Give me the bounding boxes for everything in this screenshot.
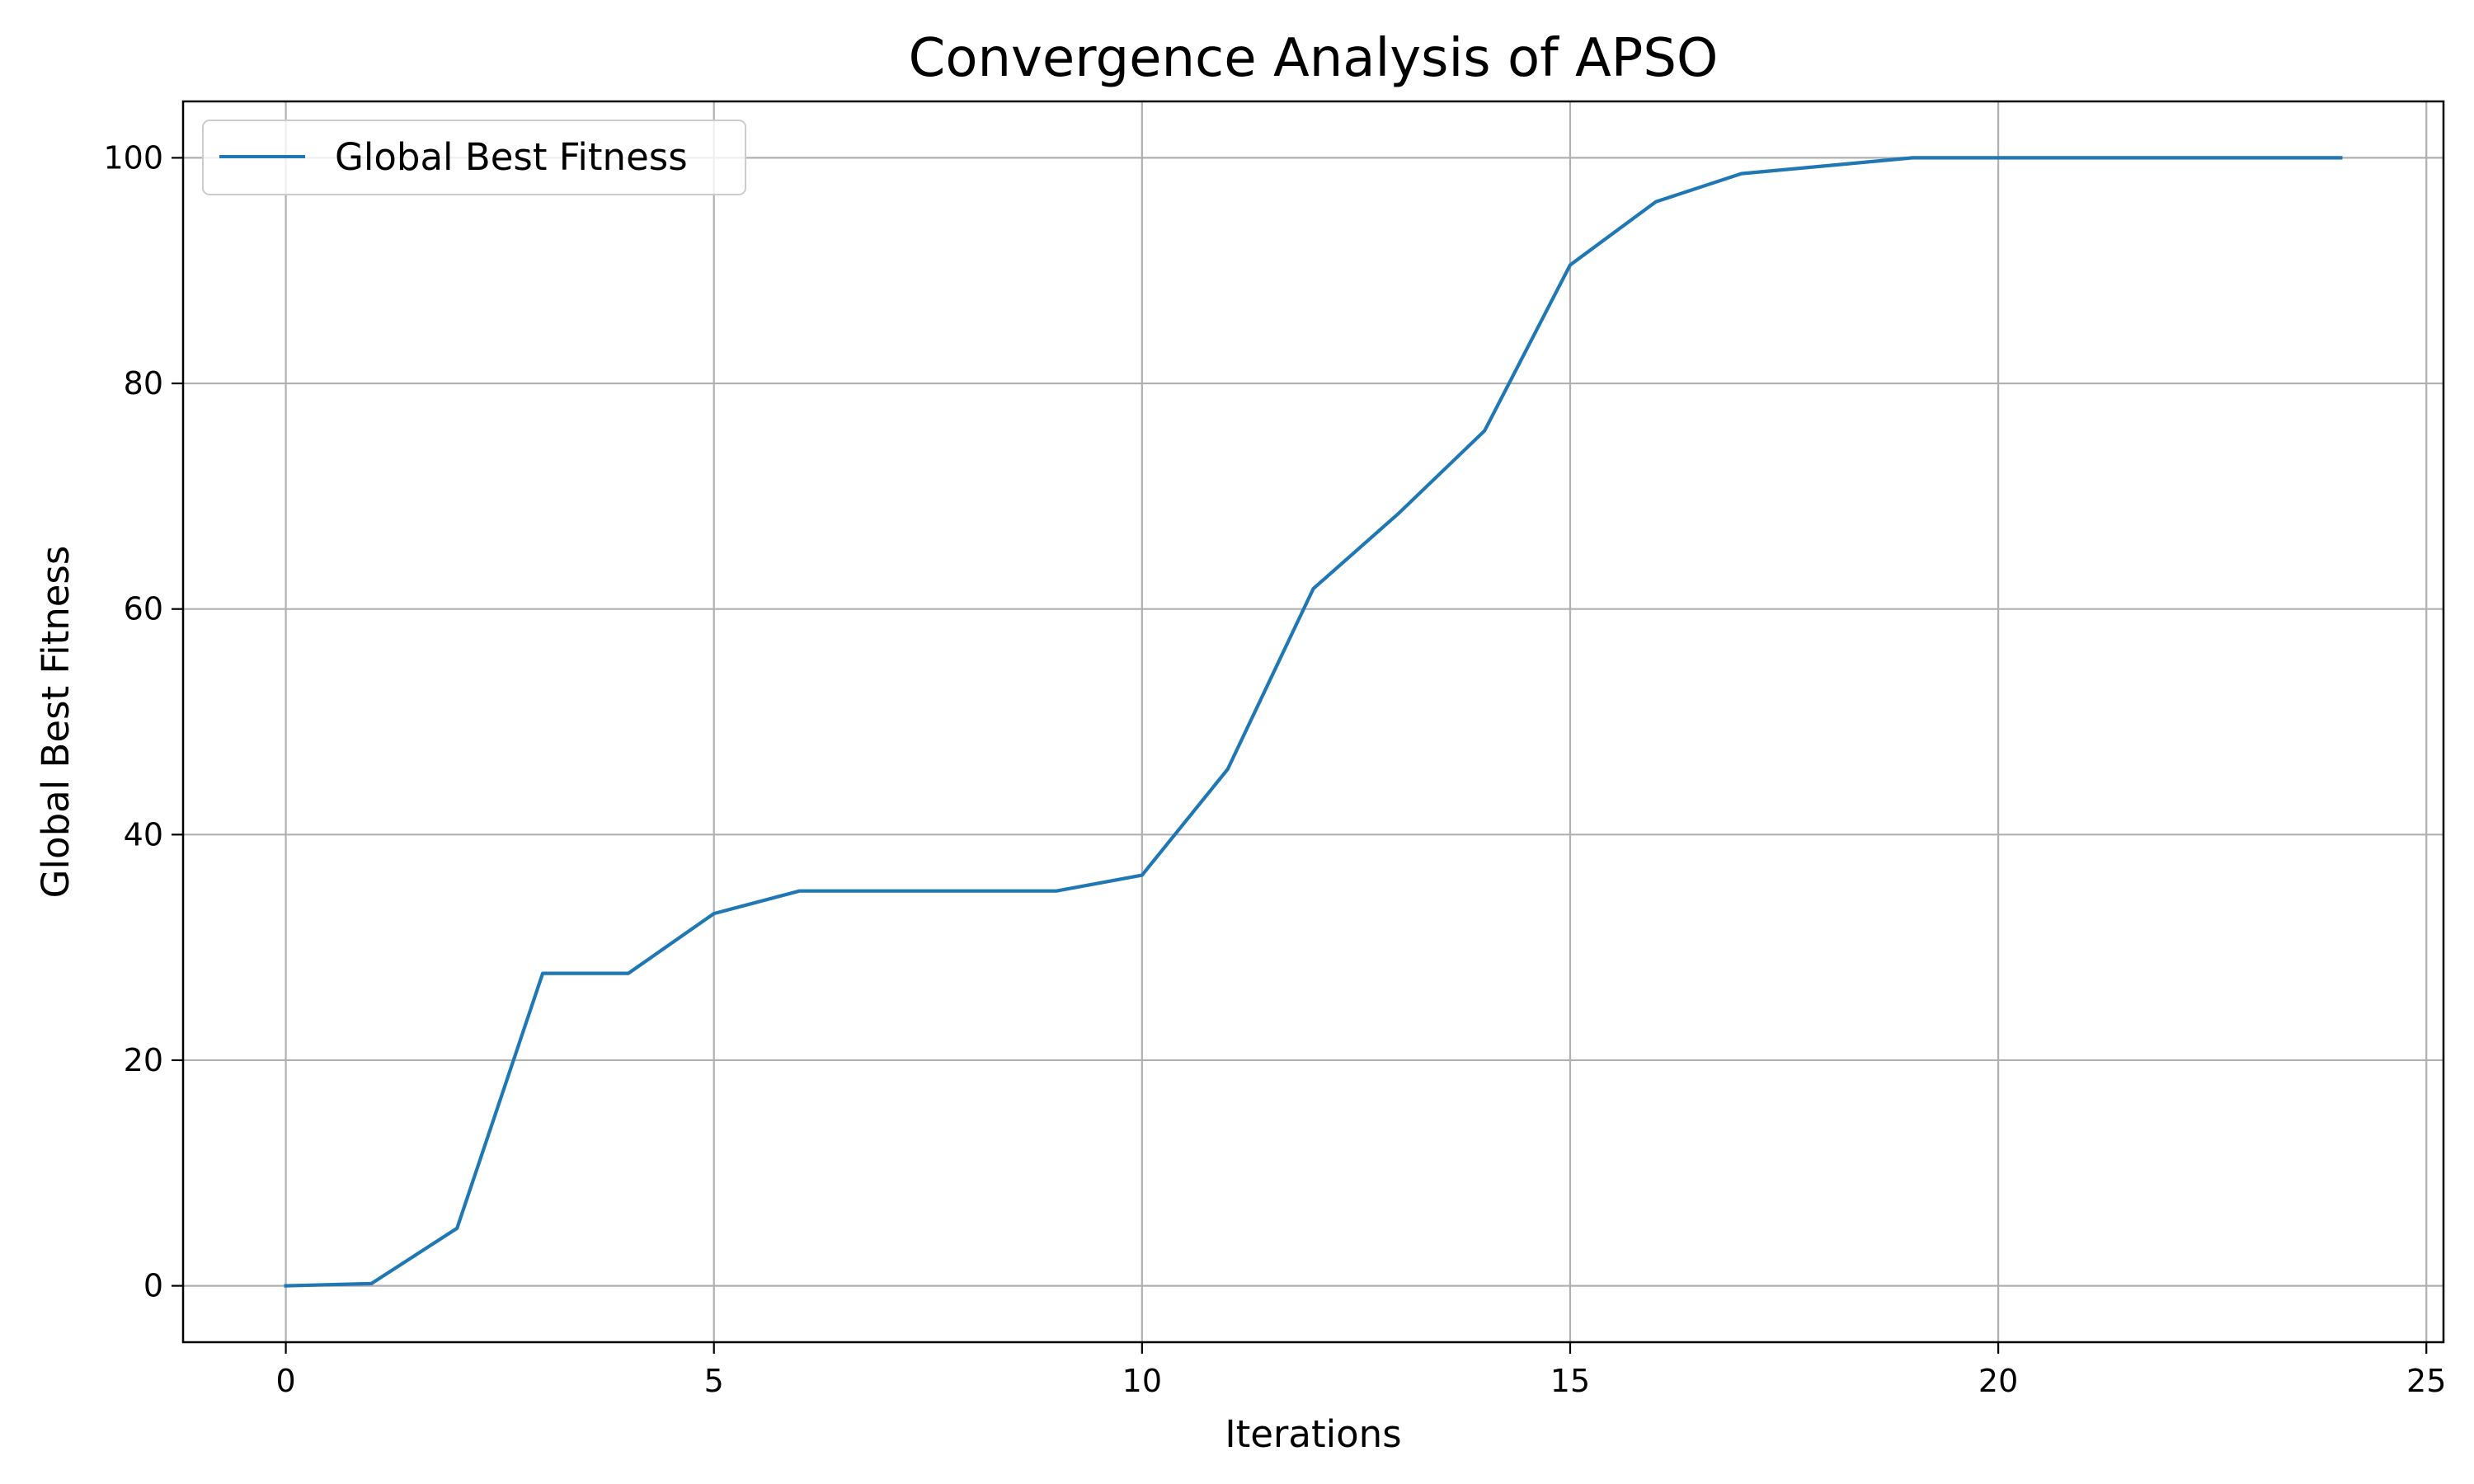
x-tick-label: 20 xyxy=(1978,1363,2018,1399)
chart-title: Convergence Analysis of APSO xyxy=(909,28,1719,89)
grid xyxy=(183,101,2443,1342)
series-layer xyxy=(284,156,2343,1288)
x-tick-label: 5 xyxy=(704,1363,724,1399)
y-tick-label: 80 xyxy=(124,365,163,402)
legend-box xyxy=(202,120,746,195)
y-axis-label: Global Best Fitness xyxy=(34,546,78,899)
y-tick-label: 20 xyxy=(124,1042,163,1078)
x-tick-label: 25 xyxy=(2406,1363,2446,1399)
y-tick-label: 40 xyxy=(124,816,163,852)
y-tick-label: 60 xyxy=(124,591,163,627)
x-tick-label: 0 xyxy=(275,1363,295,1399)
legend: Global Best Fitness xyxy=(202,120,746,195)
y-tick-label: 100 xyxy=(103,139,163,176)
legend-label: Global Best Fitness xyxy=(335,135,688,179)
x-axis-label: Iterations xyxy=(1225,1412,1401,1456)
ticks: 0 5 10 15 20 25 0 20 40 60 80 100 xyxy=(103,139,2446,1399)
x-tick-label: 15 xyxy=(1550,1363,1590,1399)
x-tick-label: 10 xyxy=(1122,1363,1162,1399)
plot-area-frame xyxy=(181,100,2445,1344)
series-line xyxy=(284,156,2343,1288)
y-tick-label: 0 xyxy=(143,1268,163,1304)
